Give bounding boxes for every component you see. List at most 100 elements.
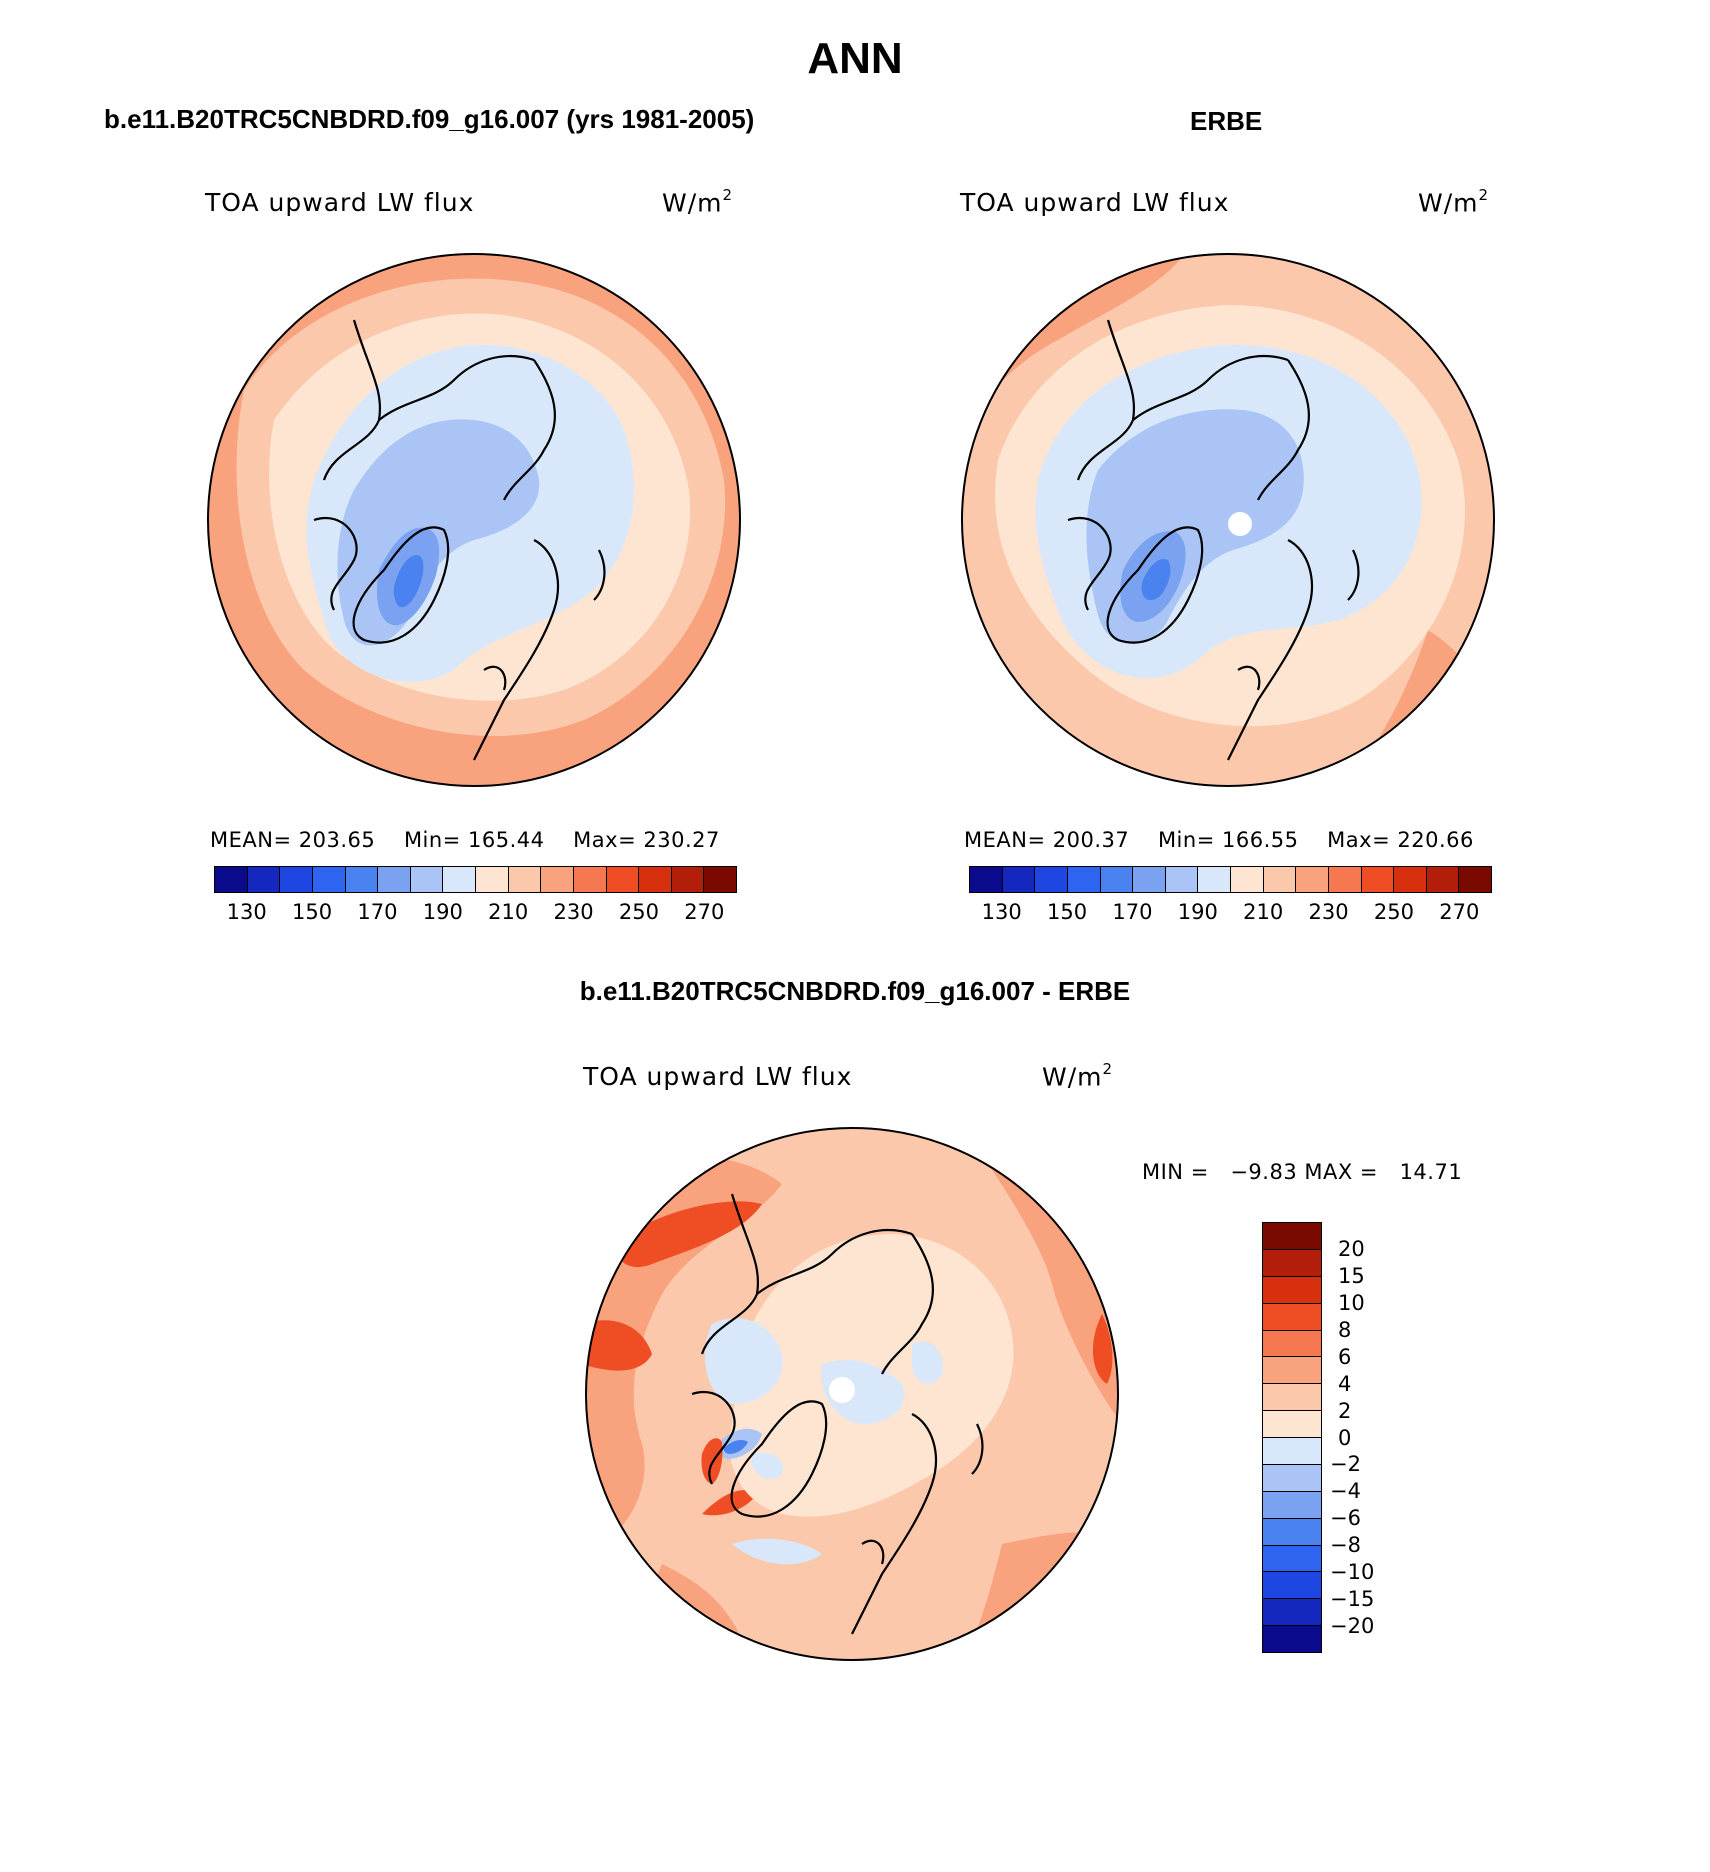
model-colorbar-tick-label: 250 — [618, 900, 659, 924]
model-min-value: 165.44 — [467, 828, 545, 852]
model-colorbar-swatch — [410, 867, 444, 892]
diff-colorbar-tick-label: −15 — [1330, 1587, 1375, 1612]
model-colorbar-swatch — [573, 867, 607, 892]
model-max-value: 230.27 — [643, 828, 720, 852]
model-mean-label: MEAN= — [210, 828, 292, 852]
diff-colorbar-swatch — [1263, 1491, 1321, 1519]
obs-colorbar-swatch — [1035, 867, 1068, 892]
diff-colorbar-swatch — [1263, 1249, 1321, 1277]
model-min-label: Min= — [403, 828, 461, 852]
obs-mean-label: MEAN= — [964, 828, 1046, 852]
diff-unit-label: W/m2 — [1042, 1060, 1114, 1092]
model-colorbar-swatch — [476, 867, 509, 892]
diff-colorbar-swatch — [1263, 1599, 1321, 1627]
obs-colorbar-tick-label: 190 — [1177, 900, 1218, 924]
diff-colorbar-tick-label: −8 — [1330, 1533, 1361, 1558]
diff-colorbar-swatch — [1263, 1223, 1321, 1250]
obs-min-value: 166.55 — [1221, 828, 1299, 852]
model-mean-value: 203.65 — [298, 828, 376, 852]
model-colorbar-swatch — [541, 867, 574, 892]
obs-colorbar-swatch — [970, 867, 1003, 892]
diff-colorbar-swatch — [1263, 1303, 1321, 1331]
diff-colorbar-tick-label: 8 — [1338, 1317, 1352, 1342]
obs-colorbar-swatch — [1263, 867, 1297, 892]
model-colorbar-tick-label: 150 — [292, 900, 333, 924]
model-colorbar-swatch — [312, 867, 346, 892]
obs-deep-cool-field — [1141, 558, 1171, 601]
diff-colorbar-swatch — [1263, 1357, 1321, 1385]
obs-colorbar-swatch — [1133, 867, 1166, 892]
obs-colorbar-swatch — [1100, 867, 1134, 892]
diff-colorbar-swatch — [1263, 1276, 1321, 1304]
obs-variable-label: TOA upward LW flux — [960, 188, 1230, 217]
model-colorbar-swatch — [639, 867, 672, 892]
diff-colorbar-tick-label: 20 — [1338, 1236, 1365, 1261]
obs-colorbar-tick-label: 130 — [981, 900, 1022, 924]
diff-polar-map — [585, 1127, 1119, 1661]
obs-coastline — [1067, 319, 1360, 761]
obs-colorbar-tick-label: 230 — [1308, 900, 1349, 924]
diff-colorbar-swatch — [1263, 1438, 1321, 1465]
model-colorbar-swatch — [345, 867, 379, 892]
diff-colorbar-tick-label: 15 — [1338, 1263, 1365, 1288]
obs-polar-map — [961, 253, 1495, 787]
diff-colorbar-tick-label: 4 — [1338, 1371, 1352, 1396]
obs-colorbar-ticks: 130 150 170 190 210 230 250 270 — [969, 900, 1492, 926]
obs-colorbar-swatch — [1231, 867, 1264, 892]
model-colorbar-swatch — [280, 867, 313, 892]
diff-colorbar-tick-label: −6 — [1330, 1506, 1361, 1531]
obs-colorbar-tick-label: 250 — [1373, 900, 1414, 924]
obs-max-value: 220.66 — [1397, 828, 1474, 852]
obs-colorbar-swatch — [1002, 867, 1036, 892]
model-colorbar-tick-label: 130 — [226, 900, 267, 924]
obs-panel-title: ERBE — [1190, 106, 1263, 136]
obs-colorbar-swatch — [1165, 867, 1199, 892]
diff-colorbar-swatch — [1263, 1384, 1321, 1412]
obs-min-label: Min= — [1157, 828, 1215, 852]
model-polar-map — [207, 253, 741, 787]
obs-colorbar-tick-label: 210 — [1243, 900, 1284, 924]
model-coastline — [313, 319, 606, 761]
diff-colorbar-ticks: 20 15 10 8 6 4 2 0 −2 −4 −6 −8 −10 −15 −20 — [1330, 1222, 1398, 1653]
diff-colorbar-tick-label: 10 — [1338, 1290, 1365, 1315]
diff-colorbar-swatch — [1263, 1518, 1321, 1546]
diff-colorbar-swatch — [1263, 1411, 1321, 1438]
diff-max-value: 14.71 — [1399, 1160, 1463, 1184]
diff-coastline — [691, 1193, 984, 1635]
diff-colorbar-swatch — [1263, 1464, 1321, 1492]
model-colorbar-swatch — [247, 867, 281, 892]
model-unit-label: W/m2 — [662, 186, 734, 218]
diff-max-label: MAX = — [1304, 1160, 1379, 1184]
model-colorbar-tick-label: 170 — [357, 900, 398, 924]
diff-variable-label: TOA upward LW flux — [583, 1062, 853, 1091]
model-colorbar-swatch — [443, 867, 476, 892]
figure-title: ANN — [807, 34, 903, 83]
diff-panel-title: b.e11.B20TRC5CNBDRD.f09_g16.007 - ERBE — [579, 976, 1131, 1006]
obs-stats: MEAN= 200.37 Min= 166.55 Max= 220.66 — [964, 828, 1474, 852]
obs-colorbar — [969, 866, 1492, 893]
obs-colorbar-swatch — [1361, 867, 1395, 892]
diff-stats: MIN = −9.83 MAX = 14.71 — [1142, 1160, 1462, 1184]
diff-colorbar-swatch — [1263, 1626, 1321, 1652]
obs-colorbar-tick-label: 150 — [1047, 900, 1088, 924]
obs-colorbar-swatch — [1328, 867, 1362, 892]
obs-colorbar-swatch — [1296, 867, 1329, 892]
obs-colorbar-tick-label: 270 — [1439, 900, 1480, 924]
diff-colorbar-tick-label: −20 — [1330, 1614, 1375, 1639]
obs-colorbar-swatch — [1198, 867, 1231, 892]
obs-colorbar-swatch — [1394, 867, 1427, 892]
diff-colorbar-tick-label: −2 — [1330, 1452, 1361, 1477]
diff-colorbar-tick-label: 2 — [1338, 1398, 1352, 1423]
model-colorbar-tick-label: 270 — [684, 900, 725, 924]
model-deep-cool-field — [393, 555, 424, 608]
diff-light-cool-patches — [704, 1318, 943, 1565]
model-max-label: Max= — [573, 828, 637, 852]
model-colorbar-swatch — [508, 867, 542, 892]
model-colorbar-swatch — [378, 867, 411, 892]
model-colorbar-swatch — [606, 867, 640, 892]
model-stats: MEAN= 203.65 Min= 165.44 Max= 230.27 — [210, 828, 720, 852]
obs-unit-label: W/m2 — [1418, 186, 1490, 218]
obs-colorbar-swatch — [1426, 867, 1460, 892]
model-colorbar-tick-label: 230 — [553, 900, 594, 924]
diff-colorbar-tick-label: −4 — [1330, 1479, 1361, 1504]
